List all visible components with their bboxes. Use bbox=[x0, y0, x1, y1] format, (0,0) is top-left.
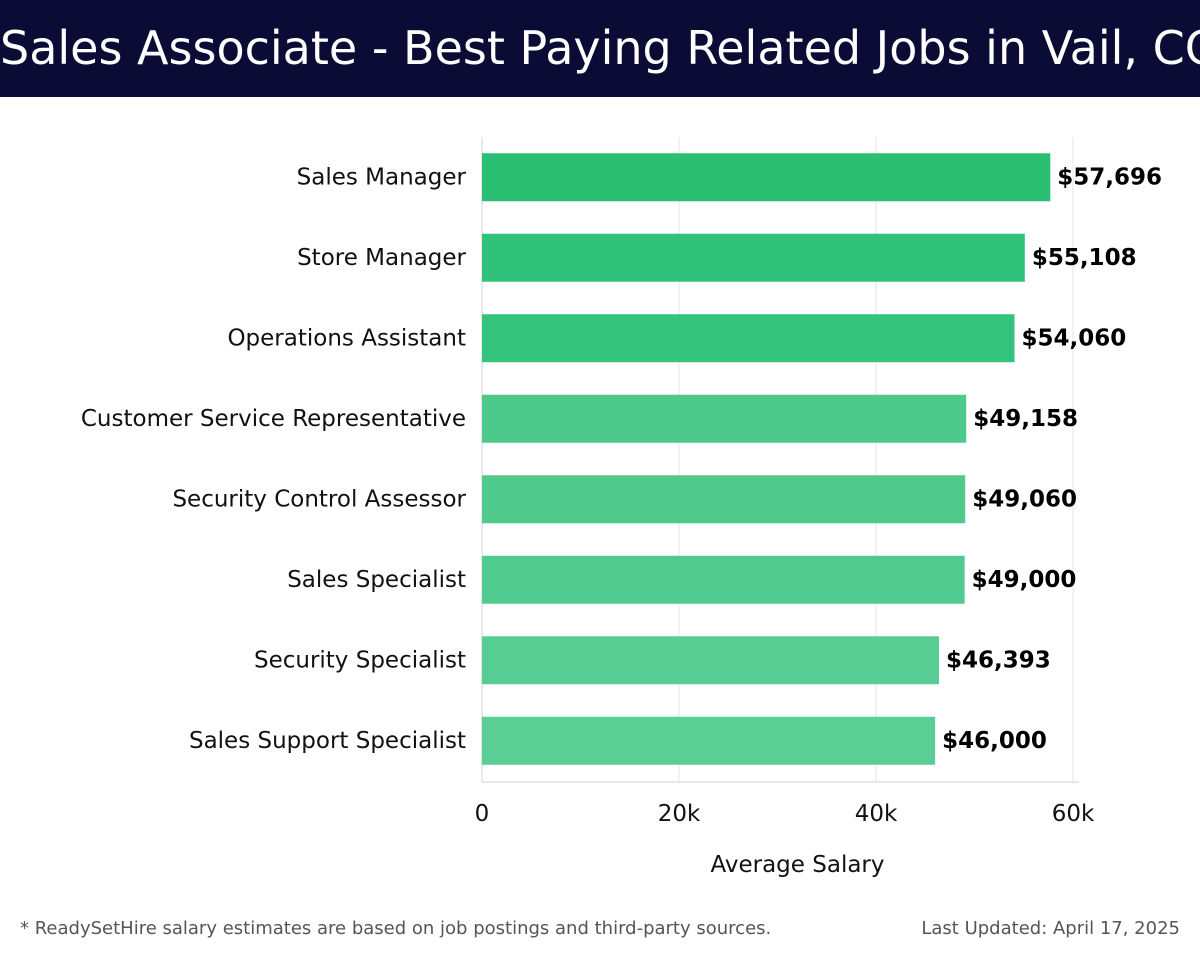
bar-4 bbox=[482, 475, 966, 524]
x-tick-label-0: 0 bbox=[475, 801, 490, 827]
header-bar: Sales Associate - Best Paying Related Jo… bbox=[0, 0, 1200, 97]
value-label-1: $55,108 bbox=[1032, 245, 1137, 271]
x-axis-label: Average Salary bbox=[710, 852, 884, 878]
category-label-0: Sales Manager bbox=[297, 164, 467, 190]
value-label-5: $49,000 bbox=[972, 567, 1077, 593]
x-tick-label-3: 60k bbox=[1052, 801, 1095, 827]
category-label-3: Customer Service Representative bbox=[81, 406, 466, 432]
footer-note: * ReadySetHire salary estimates are base… bbox=[20, 918, 772, 939]
value-label-7: $46,000 bbox=[942, 728, 1047, 754]
category-label-1: Store Manager bbox=[297, 245, 466, 271]
bar-2 bbox=[482, 314, 1015, 363]
value-label-6: $46,393 bbox=[946, 647, 1051, 673]
bar-5 bbox=[482, 555, 965, 604]
bar-1 bbox=[482, 233, 1025, 282]
x-tick-label-1: 20k bbox=[658, 801, 701, 827]
value-label-4: $49,060 bbox=[972, 486, 1077, 512]
bar-0 bbox=[482, 153, 1051, 202]
bar-3 bbox=[482, 394, 967, 443]
bar-chart: Sales Manager $57,696 Store Manager $55,108… bbox=[81, 137, 1162, 878]
category-label-2: Operations Assistant bbox=[227, 325, 466, 351]
chart-title: Sales Associate - Best Paying Related Jo… bbox=[0, 21, 1200, 75]
category-label-7: Sales Support Specialist bbox=[189, 728, 466, 754]
bar-6 bbox=[482, 636, 939, 685]
bar-7 bbox=[482, 716, 936, 765]
category-label-5: Sales Specialist bbox=[287, 567, 466, 593]
x-tick-label-2: 40k bbox=[855, 801, 898, 827]
category-label-4: Security Control Assessor bbox=[172, 486, 466, 512]
value-label-3: $49,158 bbox=[973, 406, 1078, 432]
value-label-2: $54,060 bbox=[1021, 325, 1126, 351]
last-updated-date: Last Updated: April 17, 2025 bbox=[921, 918, 1180, 939]
value-label-0: $57,696 bbox=[1057, 164, 1162, 190]
category-label-6: Security Specialist bbox=[254, 647, 466, 673]
